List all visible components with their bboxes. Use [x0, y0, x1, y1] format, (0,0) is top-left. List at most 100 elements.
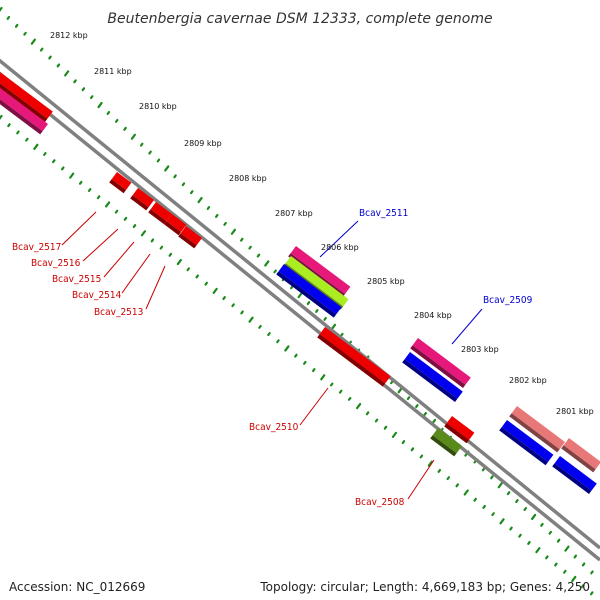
gene-label: Bcav_2513	[94, 307, 143, 318]
major-tick	[212, 287, 218, 294]
minor-tick	[23, 31, 27, 36]
minor-tick	[446, 476, 451, 481]
minor-tick	[455, 483, 459, 488]
minor-tick	[590, 570, 594, 575]
minor-tick	[222, 296, 226, 301]
feature-red	[148, 202, 172, 225]
inner-scale-ticks	[0, 114, 594, 596]
minor-tick	[139, 142, 144, 147]
minor-tick	[329, 382, 334, 387]
minor-tick	[580, 584, 585, 589]
major-tick	[497, 482, 503, 489]
major-tick	[564, 545, 570, 552]
minor-tick	[423, 411, 427, 416]
major-tick	[297, 292, 303, 299]
minor-tick	[506, 491, 511, 496]
minor-tick	[256, 253, 261, 258]
kbp-label: 2807 kbp	[275, 209, 313, 218]
feature-red	[0, 72, 53, 122]
major-tick	[0, 114, 3, 120]
gene-label: Bcav_2510	[249, 422, 299, 433]
minor-tick	[573, 554, 578, 559]
minor-tick	[173, 174, 177, 179]
minor-tick	[215, 213, 219, 218]
major-tick	[69, 172, 75, 179]
minor-tick	[473, 497, 477, 502]
feature-red	[109, 172, 132, 194]
major-tick	[499, 518, 505, 525]
minor-tick	[204, 281, 208, 286]
minor-tick	[81, 87, 86, 92]
backbone-strand	[0, 58, 600, 550]
kbp-label: 2804 kbp	[414, 311, 452, 320]
minor-tick	[410, 447, 415, 452]
minor-tick	[56, 63, 61, 68]
kbp-label: 2806 kbp	[321, 243, 359, 252]
feature-blue	[552, 456, 597, 494]
major-tick	[356, 402, 362, 410]
minor-tick	[156, 158, 161, 163]
major-tick	[391, 431, 398, 438]
kbp-label: 2808 kbp	[229, 174, 267, 183]
minor-tick	[206, 206, 211, 210]
leader-line	[121, 253, 151, 294]
minor-tick	[78, 180, 83, 185]
major-tick	[164, 165, 170, 172]
minor-tick	[315, 309, 319, 313]
gene-label: Bcav_2514	[72, 290, 122, 301]
major-tick	[33, 143, 39, 150]
major-tick	[0, 6, 3, 12]
minor-tick	[556, 538, 561, 543]
minor-tick	[186, 267, 191, 272]
minor-tick	[518, 533, 522, 538]
major-tick	[130, 133, 136, 140]
minor-tick	[323, 316, 327, 321]
minor-tick	[6, 15, 11, 20]
minor-tick	[406, 396, 411, 401]
minor-tick	[276, 339, 280, 344]
backbone-strand	[0, 71, 600, 562]
gene-label: Bcav_2509	[483, 295, 533, 306]
major-tick	[284, 345, 290, 352]
minor-tick	[340, 332, 344, 337]
minor-tick	[490, 475, 494, 480]
major-tick	[571, 575, 577, 583]
minor-tick	[52, 159, 56, 164]
minor-tick	[240, 237, 244, 242]
minor-tick	[338, 389, 343, 394]
kbp-label: 2810 kbp	[139, 102, 177, 111]
minor-tick	[223, 221, 227, 226]
kbp-label: 2811 kbp	[94, 67, 132, 76]
minor-tick	[159, 245, 164, 250]
leader-line	[103, 241, 135, 278]
minor-tick	[48, 55, 52, 60]
minor-tick	[523, 507, 528, 511]
feature-blue	[499, 420, 554, 466]
outer-scale-ticks	[0, 6, 594, 575]
minor-tick	[312, 368, 316, 373]
kbp-label: 2805 kbp	[367, 277, 405, 286]
minor-tick	[89, 95, 94, 100]
feature-red-small	[444, 416, 475, 444]
minor-tick	[114, 209, 119, 214]
gene-label: Bcav_2511	[359, 208, 408, 219]
major-tick	[176, 258, 182, 266]
minor-tick	[540, 522, 544, 527]
map-title: Beutenbergia cavernae DSM 12333, complet…	[107, 11, 492, 27]
minor-tick	[87, 188, 92, 193]
minor-tick	[374, 418, 379, 423]
leader-line	[82, 228, 119, 262]
feature-red	[130, 188, 154, 211]
kbp-label: 2812 kbp	[50, 31, 88, 40]
minor-tick	[290, 285, 294, 290]
minor-tick	[294, 353, 298, 358]
major-tick	[97, 101, 103, 109]
kbp-label: 2809 kbp	[184, 139, 222, 148]
gene-label: Bcav_2508	[355, 497, 405, 508]
minor-tick	[248, 245, 252, 250]
leader-line	[451, 308, 483, 345]
topology-text: Topology: circular; Length: 4,669,183 bp…	[260, 580, 590, 594]
minor-tick	[554, 562, 558, 567]
minor-tick	[25, 137, 29, 142]
